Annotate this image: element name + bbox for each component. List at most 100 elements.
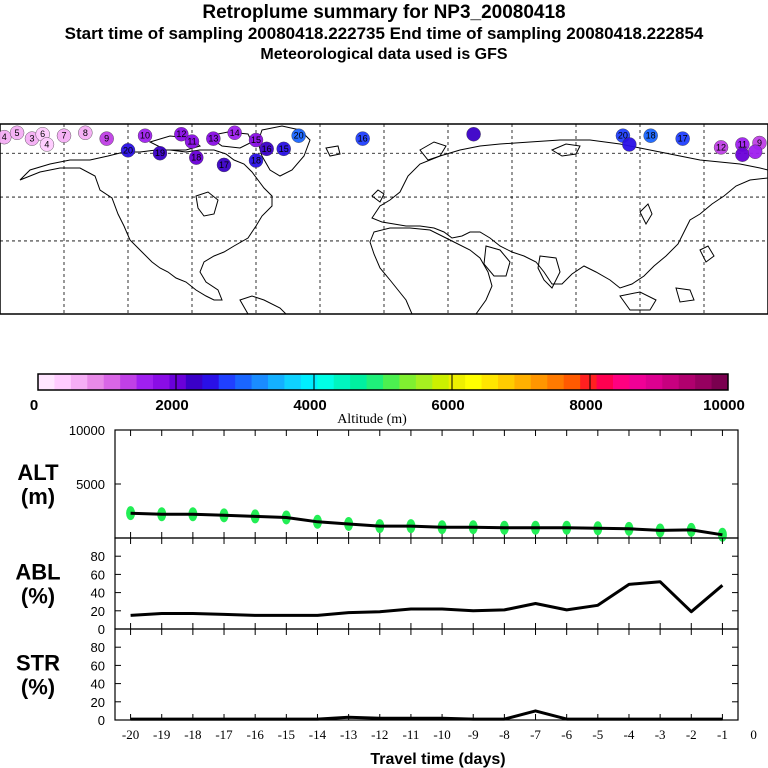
colorbar-swatch <box>448 374 466 390</box>
colorbar-swatch <box>662 374 680 390</box>
y-tick-label: 40 <box>91 586 105 601</box>
altitude-scatter-point <box>126 506 136 521</box>
plume-marker-label: 4 <box>44 139 49 149</box>
colorbar-swatch <box>136 374 154 390</box>
plume-marker-label: 9 <box>757 138 762 148</box>
colorbar-swatch <box>54 374 72 390</box>
x-axis-label: Travel time (days) <box>370 751 505 768</box>
plume-marker <box>291 128 306 143</box>
x-tick-label: -15 <box>278 727 295 742</box>
colorbar-swatch <box>498 374 515 390</box>
colorbar-axis-label: Altitude (m) <box>337 412 407 427</box>
colorbar-tick-label: 2000 <box>155 397 188 414</box>
colorbar-swatch <box>563 374 581 390</box>
colorbar-swatch <box>153 374 170 390</box>
colorbar-swatch <box>645 374 663 390</box>
x-tick-label: -20 <box>122 727 139 742</box>
x-tick-label: -17 <box>215 727 233 742</box>
colorbar-swatch <box>366 374 384 390</box>
plume-marker-label: 15 <box>279 144 289 154</box>
colorbar-swatch <box>268 374 285 390</box>
x-tick-label: -4 <box>624 727 635 742</box>
plume-marker-label: 16 <box>262 144 272 154</box>
plume-marker <box>152 146 168 161</box>
plume-marker <box>184 134 200 149</box>
figure-title: Retroplume summary for NP3_20080418 <box>202 2 566 23</box>
colorbar-swatch <box>284 374 302 390</box>
plume-marker <box>9 125 25 140</box>
map-frame <box>0 123 768 315</box>
x-tick-label: 0 <box>750 727 757 742</box>
colorbar-swatch <box>70 374 88 390</box>
plume-marker-label: 16 <box>358 134 368 144</box>
colorbar-swatch <box>218 374 236 390</box>
colorbar-swatch <box>333 374 351 390</box>
panel-frame <box>114 628 739 721</box>
plume-marker-label: 11 <box>738 139 747 149</box>
y-tick-label: 80 <box>91 549 105 564</box>
plume-marker-label: 19 <box>155 148 165 158</box>
x-tick-label: -13 <box>340 727 357 742</box>
plume-marker-label: 18 <box>191 153 201 163</box>
plume-marker <box>56 128 72 143</box>
y-tick-label: 0 <box>98 713 105 728</box>
plume-marker <box>622 137 637 152</box>
panel-frame <box>114 429 739 539</box>
colorbar-swatch <box>185 374 203 390</box>
plume-marker-label: 4 <box>2 132 7 142</box>
panel-ylabel: STR <box>16 651 60 676</box>
y-tick-label: 60 <box>91 658 105 673</box>
time-series-panels: 500010000ALT(m)020406080ABL(%)020406080S… <box>15 423 756 768</box>
plume-marker-label: 17 <box>219 160 229 170</box>
x-tick-label: -19 <box>153 727 170 742</box>
plume-marker <box>99 131 114 146</box>
colorbar-swatch <box>465 374 483 390</box>
colorbar-swatch <box>629 374 647 390</box>
colorbar-swatch <box>530 374 548 390</box>
x-tick-label: -11 <box>402 727 419 742</box>
plume-marker-label: 20 <box>618 131 628 141</box>
colorbar-tick-label: 0 <box>30 397 38 414</box>
plume-marker <box>675 131 690 146</box>
colorbar-swatch <box>202 374 220 390</box>
plume-marker-label: 20 <box>123 145 133 155</box>
panel-ylabel: ALT <box>17 460 59 485</box>
x-tick-label: -7 <box>530 727 541 742</box>
x-tick-label: -8 <box>499 727 510 742</box>
x-tick-label: -6 <box>561 727 572 742</box>
colorbar-swatch <box>399 374 417 390</box>
colorbar-swatch <box>383 374 400 390</box>
plume-marker-label: 10 <box>140 131 150 141</box>
colorbar-swatch <box>103 374 121 390</box>
x-tick-label: -10 <box>433 727 450 742</box>
panel-yunit: (%) <box>21 584 55 609</box>
y-tick-label: 40 <box>91 677 105 692</box>
colorbar-swatch <box>415 374 433 390</box>
plume-marker <box>276 141 291 157</box>
colorbar-swatch <box>580 374 598 390</box>
y-tick-label: 10000 <box>69 423 105 438</box>
colorbar-swatch <box>235 374 253 390</box>
colorbar-swatch <box>514 374 532 390</box>
plume-marker <box>0 129 12 145</box>
x-tick-label: -3 <box>655 727 666 742</box>
plume-marker-label: 11 <box>187 137 196 147</box>
plume-marker <box>39 137 55 152</box>
plume-marker <box>137 128 153 143</box>
y-tick-label: 20 <box>91 604 105 619</box>
series-line-abl <box>130 580 724 617</box>
plume-marker <box>120 143 136 158</box>
x-tick-label: -1 <box>717 727 728 742</box>
colorbar-swatch <box>596 374 614 390</box>
series-line-str <box>130 709 723 721</box>
plume-marker <box>248 132 264 148</box>
plume-marker-label: 20 <box>294 131 304 141</box>
plume-marker <box>748 144 763 159</box>
colorbar-swatch <box>317 374 335 390</box>
colorbar-swatch <box>87 374 105 390</box>
panel-yunit: (m) <box>21 484 55 509</box>
colorbar-tick-label: 6000 <box>431 397 464 414</box>
plume-marker <box>466 127 481 142</box>
